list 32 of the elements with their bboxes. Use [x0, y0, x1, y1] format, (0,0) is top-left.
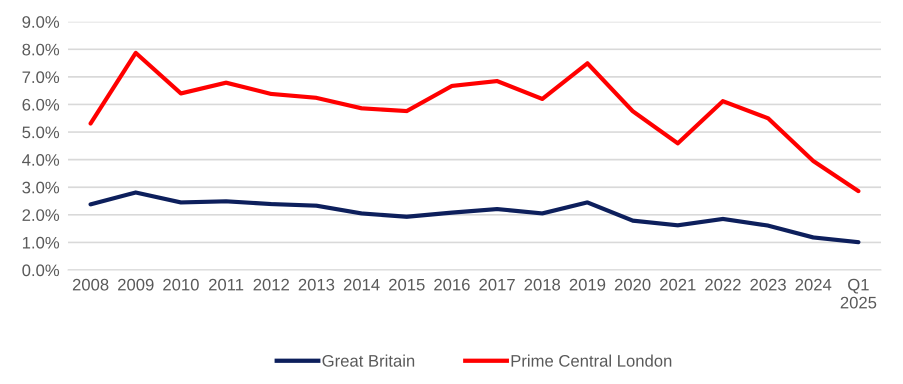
x-tick-label: 2010 — [163, 278, 199, 291]
x-tick-label: 2017 — [479, 278, 515, 291]
legend-label: Great Britain — [322, 354, 414, 367]
y-tick-label: 5.0% — [22, 126, 60, 138]
x-tick-label: 2008 — [72, 278, 108, 291]
x-tick-label: 2015 — [389, 278, 425, 291]
x-tick-label: 2020 — [614, 278, 650, 291]
x-tick-label: 2018 — [524, 278, 560, 291]
x-tick-label: 2014 — [344, 278, 380, 291]
x-tick-label: 2009 — [118, 278, 154, 291]
x-tick-label: 2022 — [705, 278, 741, 291]
x-tick-label: 2021 — [660, 278, 696, 291]
x-tick-label: 2011 — [209, 278, 244, 291]
y-tick-label: 3.0% — [22, 182, 60, 194]
y-tick-label: 9.0% — [22, 16, 60, 28]
x-tick-label: Q1 2025 — [840, 278, 876, 309]
x-tick-label: 2024 — [796, 278, 832, 291]
y-tick-label: 2.0% — [22, 209, 60, 222]
y-tick-label: 8.0% — [22, 44, 60, 56]
x-tick-label: 2013 — [298, 278, 334, 291]
line-series — [88, 190, 860, 244]
y-tick-label: 1.0% — [22, 236, 60, 249]
x-tick-label: 2019 — [570, 278, 606, 291]
x-tick-label: 2012 — [254, 278, 289, 291]
y-tick-label: 7.0% — [22, 71, 60, 84]
legend-label: Prime Central London — [512, 354, 672, 367]
y-tick-label: 0.0% — [22, 264, 60, 276]
x-tick-label: 2023 — [750, 278, 786, 291]
y-tick-label: 4.0% — [22, 154, 60, 166]
y-tick-label: 6.0% — [22, 98, 60, 111]
line-series — [88, 50, 860, 194]
x-tick-label: 2016 — [434, 278, 470, 291]
